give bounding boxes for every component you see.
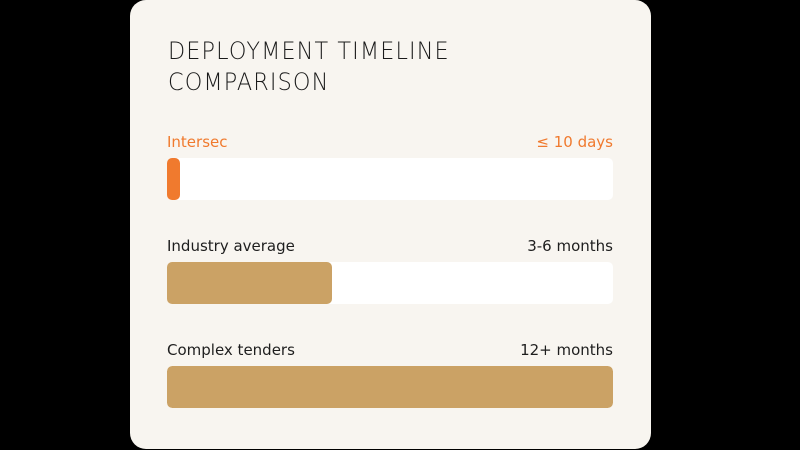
bar-track — [167, 262, 613, 304]
bar-track — [167, 366, 613, 408]
bar-row-intersec: Intersec ≤ 10 days — [167, 133, 613, 200]
bar-fill — [167, 366, 613, 408]
timeline-card: DEPLOYMENT TIMELINE COMPARISON Intersec … — [130, 0, 651, 449]
bar-fill — [167, 262, 333, 304]
bar-value: 3-6 months — [527, 237, 613, 255]
title-line-2: COMPARISON — [168, 68, 330, 96]
bar-value: ≤ 10 days — [536, 133, 613, 151]
bar-fill — [167, 158, 181, 200]
card-title: DEPLOYMENT TIMELINE COMPARISON — [168, 36, 450, 98]
bar-value: 12+ months — [520, 341, 613, 359]
bar-label: Industry average — [167, 237, 295, 255]
bar-label: Complex tenders — [167, 341, 295, 359]
bar-row-complex-tenders: Complex tenders 12+ months — [167, 341, 613, 408]
bar-row-industry-average: Industry average 3-6 months — [167, 237, 613, 304]
title-line-1: DEPLOYMENT TIMELINE — [168, 37, 450, 65]
bar-label: Intersec — [167, 133, 228, 151]
bar-track — [167, 158, 613, 200]
